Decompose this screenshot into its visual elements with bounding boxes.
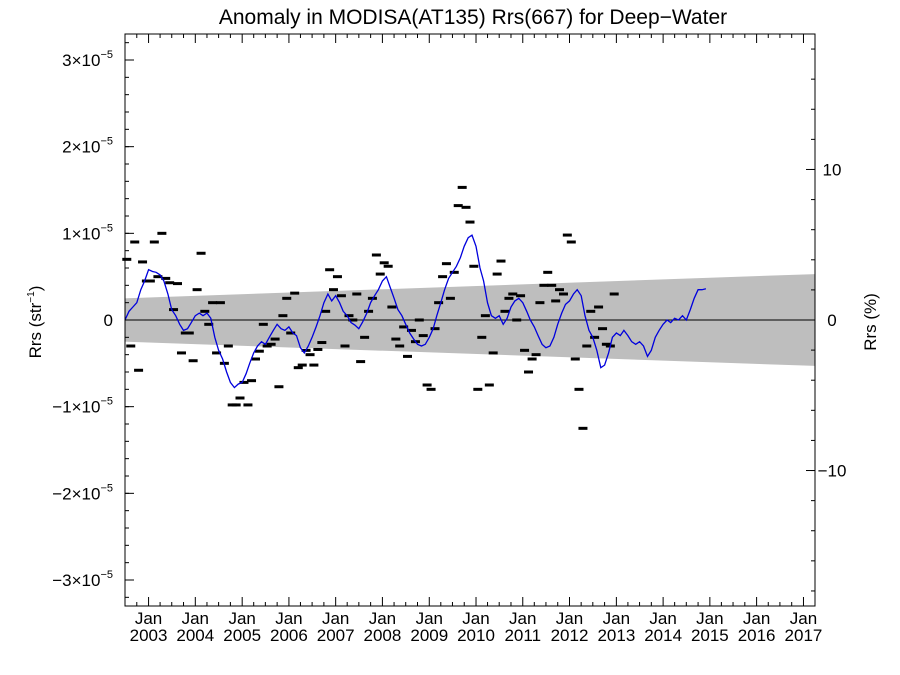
right-tick-label: 0 xyxy=(827,311,836,330)
left-tick-label: 3×10−5 xyxy=(62,49,113,70)
x-tick-year-label: 2011 xyxy=(504,626,541,645)
left-tick-exponent: −5 xyxy=(100,569,113,581)
left-tick-label: 1×10−5 xyxy=(62,222,113,243)
x-tick-year-label: 2005 xyxy=(223,626,261,645)
left-tick-label: −2×10−5 xyxy=(52,482,113,503)
left-tick-mantissa: 2×10 xyxy=(62,138,100,157)
left-axis-label-sup: −1 xyxy=(26,291,37,303)
x-tick-year-label: 2004 xyxy=(176,626,214,645)
left-tick-exponent: −5 xyxy=(100,222,113,234)
left-axis-label-base: Rrs (str xyxy=(26,302,45,358)
x-tick-month-label: Jan xyxy=(696,609,723,628)
x-tick-month-label: Jan xyxy=(603,609,630,628)
x-tick-month-label: Jan xyxy=(790,609,817,628)
left-tick-label: 0 xyxy=(104,311,113,330)
x-tick-year-label: 2015 xyxy=(691,626,729,645)
right-tick-label: −10 xyxy=(818,462,847,481)
left-tick-label: −1×10−5 xyxy=(52,396,113,417)
x-tick-month-label: Jan xyxy=(509,609,536,628)
right-tick-label: 10 xyxy=(823,160,842,179)
left-tick-mantissa: −2×10 xyxy=(52,484,100,503)
left-tick-mantissa: −1×10 xyxy=(52,398,100,417)
x-tick-year-label: 2012 xyxy=(551,626,589,645)
left-tick-mantissa: 1×10 xyxy=(62,224,100,243)
left-tick-exponent: −5 xyxy=(100,482,113,494)
left-tick-label: 2×10−5 xyxy=(62,136,113,157)
x-tick-year-label: 2009 xyxy=(410,626,448,645)
x-tick-month-label: Jan xyxy=(649,609,676,628)
left-tick-label: −3×10−5 xyxy=(52,569,113,590)
x-tick-year-label: 2010 xyxy=(457,626,495,645)
left-tick-mantissa: 3×10 xyxy=(62,51,100,70)
left-tick-exponent: −5 xyxy=(100,49,113,61)
x-tick-month-label: Jan xyxy=(135,609,162,628)
left-tick-mantissa: −3×10 xyxy=(52,571,100,590)
x-tick-year-label: 2007 xyxy=(317,626,355,645)
x-tick-year-label: 2014 xyxy=(644,626,682,645)
x-tick-year-label: 2006 xyxy=(270,626,308,645)
left-axis-label: Rrs (str−1) xyxy=(26,286,45,359)
left-tick-exponent: −5 xyxy=(100,396,113,408)
x-tick-month-label: Jan xyxy=(743,609,770,628)
x-tick-month-label: Jan xyxy=(182,609,209,628)
x-tick-month-label: Jan xyxy=(275,609,302,628)
axes: 3×10−52×10−51×10−50−1×10−5−2×10−5−3×10−5… xyxy=(52,33,847,645)
left-axis-label-end: ) xyxy=(26,286,45,292)
left-tick-exponent: −5 xyxy=(100,136,113,148)
x-tick-year-label: 2008 xyxy=(363,626,401,645)
left-tick-mantissa: 0 xyxy=(104,311,113,330)
x-tick-month-label: Jan xyxy=(416,609,443,628)
x-tick-month-label: Jan xyxy=(462,609,489,628)
x-tick-month-label: Jan xyxy=(556,609,583,628)
x-tick-year-label: 2016 xyxy=(738,626,776,645)
right-axis-label: Rrs (%) xyxy=(861,293,880,351)
x-tick-month-label: Jan xyxy=(228,609,255,628)
plot-area xyxy=(122,185,815,430)
x-tick-month-label: Jan xyxy=(322,609,349,628)
x-tick-month-label: Jan xyxy=(369,609,396,628)
x-tick-year-label: 2017 xyxy=(785,626,823,645)
x-tick-year-label: 2013 xyxy=(597,626,635,645)
chart-title: Anomaly in MODISA(AT135) Rrs(667) for De… xyxy=(219,6,727,29)
running-mean-line xyxy=(124,234,707,389)
x-tick-year-label: 2003 xyxy=(130,626,168,645)
